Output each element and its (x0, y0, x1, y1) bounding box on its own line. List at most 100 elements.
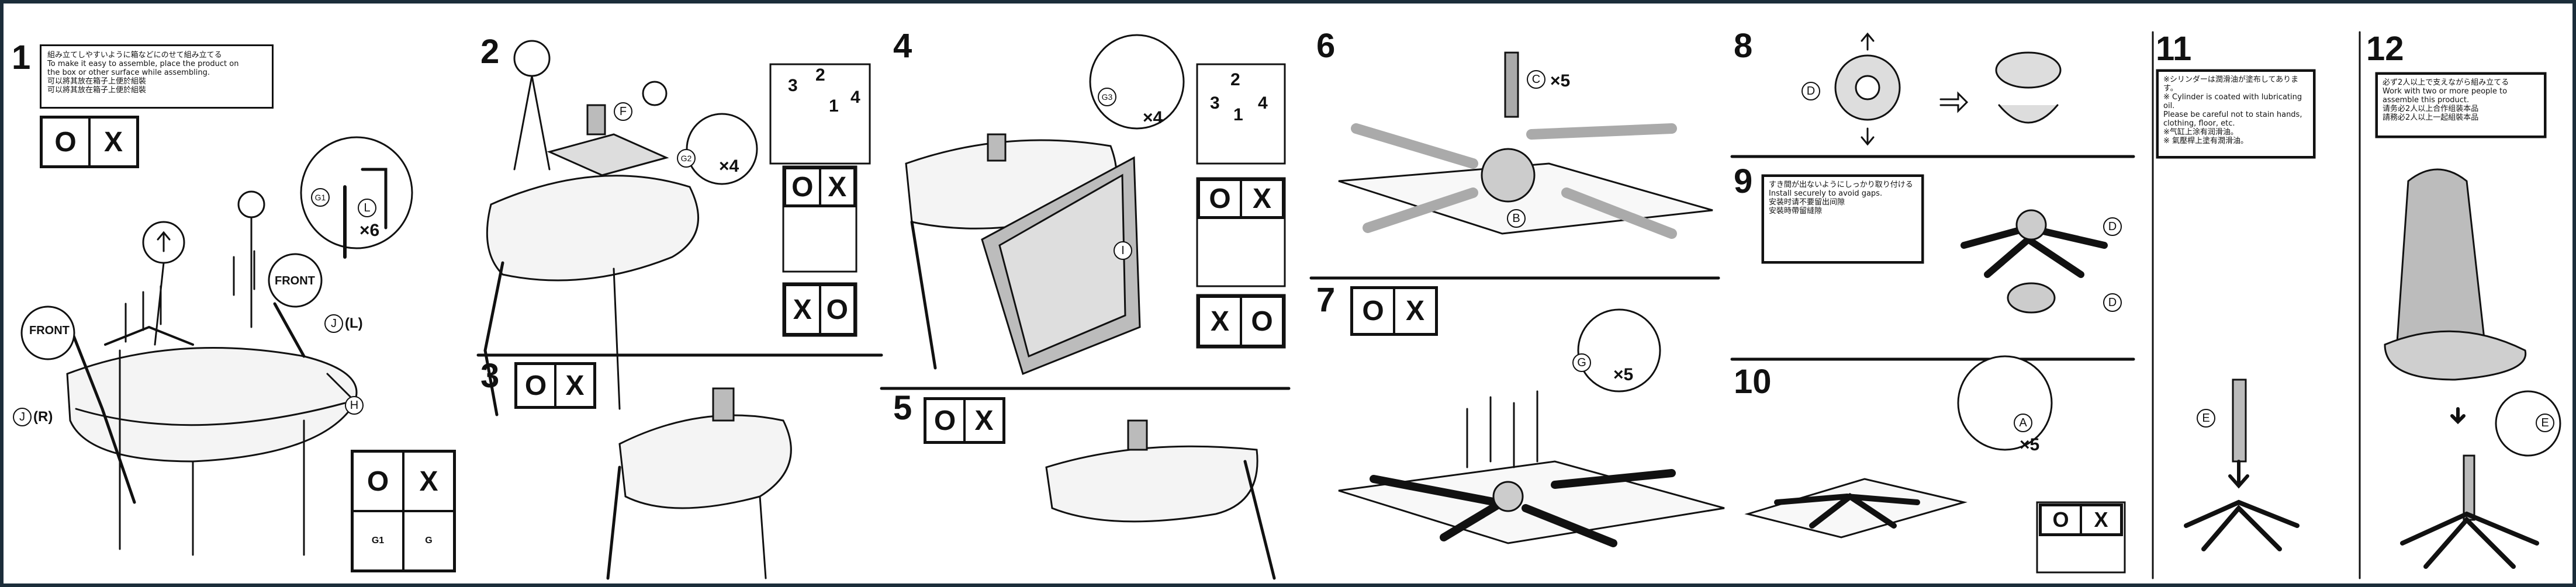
step1-seat-drawing (20, 136, 413, 556)
step10-ok-ng-box: O X (2039, 503, 2123, 536)
ng-mark: X (964, 399, 1004, 442)
step6-base-drawing (1338, 51, 1713, 239)
ok-mark: O (820, 285, 855, 334)
step-number-9: 9 (1734, 162, 1753, 200)
front-label-left: FRONT (29, 324, 70, 337)
ok-mark: O (352, 451, 403, 511)
step2-quantity: ×4 (719, 157, 739, 176)
screw-g1-label: G1 (352, 511, 403, 571)
step2-seat-drawing (483, 40, 871, 416)
order-1: 1 (829, 96, 839, 116)
step7-base-drawing (1338, 308, 1725, 547)
step9-note: すき間が出ないようにしっかり取り付ける Install securely to … (1762, 175, 1923, 263)
part-c-marker: C (1527, 70, 1545, 89)
ok-mark: O (1199, 180, 1241, 217)
ok-mark: O (1241, 297, 1283, 346)
part-g1-marker: G1 (311, 188, 330, 207)
part-i-marker: I (1114, 241, 1132, 260)
order-2: 2 (1230, 70, 1240, 89)
note-line: すき間が出ないようにしっかり取り付ける (1769, 180, 1913, 189)
step-number-8: 8 (1734, 27, 1753, 65)
part-d-marker-upper: D (2103, 217, 2122, 236)
ng-mark: X (1241, 180, 1283, 217)
step4-chair-drawing (905, 34, 1286, 375)
part-e-marker: E (2536, 414, 2554, 432)
note-line: ※ Cylinder is coated with lubricating oi… (2163, 93, 2302, 110)
ok-mark: O (2041, 505, 2081, 534)
step1-quantity: ×6 (359, 221, 380, 240)
note-line: 必ず2人以上で支えながら組み立てる (2383, 78, 2509, 87)
part-j-right-marker: J (13, 408, 32, 426)
step5-chair-drawing (1045, 419, 1276, 580)
step6-quantity: ×5 (1550, 71, 1571, 91)
note-line: clothing, floor, etc. (2163, 119, 2235, 128)
note-line: Please be careful not to stain hands, (2163, 110, 2302, 119)
note-line: ※ 氣壓桿上塗有潤滑油。 (2163, 137, 2249, 145)
step-number-5: 5 (893, 389, 912, 427)
note-line: 安裝時帶留縫隙 (1769, 207, 1823, 216)
step-number-7: 7 (1316, 281, 1336, 319)
step10-base-drawing (1744, 355, 2126, 574)
note-line: 可以將其放在箱子上便於組裝 (47, 86, 147, 95)
step-number-4: 4 (893, 27, 912, 65)
step-number-10: 10 (1734, 363, 1772, 401)
note-line: the box or other surface while assemblin… (47, 68, 210, 77)
ng-mark: X (555, 364, 594, 407)
note-line: 安装时请不要留出间隙 (1769, 198, 1845, 207)
note-line: ※シリンダーは潤滑油が塗布してあります。 (2163, 75, 2299, 93)
step3-seat-drawing (606, 387, 792, 580)
step7-ok-ng-box: O X (1350, 286, 1438, 336)
step10-quantity: ×5 (2020, 435, 2040, 454)
order-2: 2 (815, 65, 825, 85)
part-h-marker: H (345, 396, 364, 415)
order-3: 3 (788, 76, 798, 95)
part-a-marker: A (2014, 414, 2032, 432)
part-j-right-side: (R) (33, 409, 53, 425)
part-d-marker-lower: D (2103, 293, 2122, 312)
ng-mark: X (1394, 288, 1436, 334)
step8-caster-drawing (1834, 32, 2062, 146)
order-3: 3 (1210, 93, 1220, 113)
ng-mark: X (1199, 297, 1241, 346)
step3-ok-ng-box: O X (514, 362, 596, 409)
step-number-6: 6 (1316, 27, 1336, 65)
step-number-11: 11 (2156, 30, 2192, 68)
part-l-marker: L (358, 199, 376, 217)
ok-mark: O (516, 364, 555, 407)
note-line: 请务必2人以上合作组装本品 (2383, 105, 2479, 113)
step-number-12: 12 (2366, 30, 2404, 68)
step4-ok-ng-box: O X (1197, 178, 1285, 219)
screw-g-label: G (403, 511, 454, 571)
note-line: 可以將其放在箱子上便於組裝 (47, 77, 147, 86)
step4-cap-ok-ng-box: X O (1197, 295, 1285, 348)
ng-mark: X (403, 451, 454, 511)
order-1: 1 (1233, 105, 1243, 124)
step4-quantity: ×4 (1143, 108, 1163, 127)
step1-screw-check-box: O X G1 G (351, 450, 456, 572)
note-line: assemble this product. (2383, 96, 2470, 105)
ok-mark: O (785, 168, 820, 206)
step1-ok-ng-box: O X (40, 116, 139, 168)
note-line: Install securely to avoid gaps. (1769, 189, 1883, 198)
part-g3-marker: G3 (1098, 88, 1116, 106)
ok-mark: O (42, 117, 89, 166)
front-label-right: FRONT (275, 275, 315, 287)
ok-mark: O (1352, 288, 1394, 334)
step1-note: 組み立てしやすいように箱などにのせて組み立てる To make it easy … (40, 44, 274, 109)
part-j-left-side: (L) (345, 315, 363, 331)
step2-ok-ng-box: O X (783, 166, 856, 207)
ng-mark: X (820, 168, 855, 206)
step5-ok-ng-box: O X (924, 397, 1005, 444)
part-f-marker: F (614, 102, 632, 121)
part-g2-marker: G2 (677, 149, 696, 168)
step-number-2: 2 (480, 33, 500, 71)
part-e-marker: E (2197, 409, 2215, 428)
step11-note: ※シリンダーは潤滑油が塗布してあります。 ※ Cylinder is coate… (2157, 70, 2315, 158)
note-line: To make it easy to assemble, place the p… (47, 60, 239, 68)
part-j-left-marker: J (324, 314, 343, 333)
part-b-marker: B (1507, 209, 1526, 228)
note-line: ※气缸上涂有润滑油。 (2163, 128, 2238, 137)
ng-mark: X (785, 285, 820, 334)
